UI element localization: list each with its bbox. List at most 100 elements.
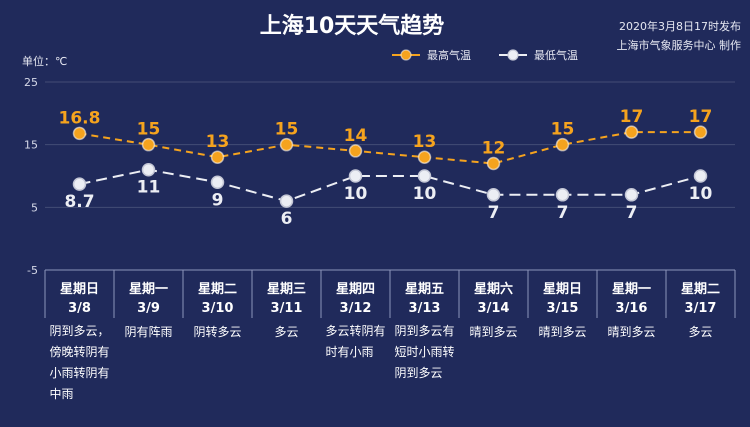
max-temp-point [555,137,570,152]
max-temp-label: 15 [551,120,575,140]
weather-desc-line: 短时小雨转 [394,345,455,359]
max-temp-label: 16.8 [59,108,101,128]
max-temp-point [417,150,432,164]
legend-marker-min-icon [499,49,527,61]
weather-desc: 阴到多云， 傍晚转阴有 小雨转阴有 中雨 [49,321,109,405]
weekday-label: 星期二 [197,282,237,297]
min-temp-point [210,175,225,190]
date-label: 3/8 [68,301,91,316]
y-tick-label: 15 [24,139,38,152]
min-temp-label: 11 [137,178,161,198]
weekday-label: 星期四 [335,282,375,297]
weather-desc-line: 小雨转阴有 [49,366,110,380]
weather-desc-line: 多云 [274,325,299,339]
weather-desc-line: 傍晚转阴有 [49,345,110,359]
date-label: 3/17 [684,301,717,316]
weekday-label: 星期三 [266,282,306,297]
min-temp-label: 10 [413,184,437,204]
day-column: 星期五 3/13 阴到多云有 短时小雨转 阴到多云 [390,270,459,420]
issue-time: 2020年3月8日17时发布 [619,20,741,33]
min-temp-point [555,188,570,202]
weather-desc-wrap: 阴转多云 [183,321,252,343]
max-temp-label: 17 [689,107,713,127]
weather-desc-line: 晴到多云 [538,325,587,339]
weekday-label: 星期二 [680,282,720,297]
weather-desc-line: 中雨 [49,387,74,401]
y-tick-label: 5 [31,201,38,214]
weather-desc-line: 晴到多云 [607,325,656,339]
max-temp-line [79,131,701,165]
weather-desc-wrap: 阴到多云有 短时小雨转 阴到多云 [390,321,459,384]
weather-desc: 晴到多云 [538,322,586,343]
weather-desc-wrap: 阴到多云， 傍晚转阴有 小雨转阴有 中雨 [45,321,114,405]
min-temp-label: 10 [344,184,368,204]
max-temp-point [348,144,363,158]
day-column: 星期日 3/15 晴到多云 [528,270,597,420]
min-temp-point [624,188,639,202]
weather-desc-wrap: 多云 [252,321,321,343]
max-temp-label: 14 [344,126,368,146]
day-column: 星期一 3/16 晴到多云 [597,270,666,420]
date-label: 3/15 [546,301,579,316]
min-temp-line [79,168,701,203]
max-temp-label: 12 [482,138,506,158]
date-label: 3/10 [201,301,234,316]
legend-item-max-temp: 最高气温 [391,47,471,63]
weather-desc: 阴有阵雨 [124,322,172,343]
weather-desc-line: 阴有阵雨 [124,325,173,339]
day-column: 星期二 3/17 多云 [666,270,735,420]
date-label: 3/9 [137,301,160,316]
page-title: 上海10天天气趋势 [259,14,445,39]
weather-desc-wrap: 多云转阴有 时有小雨 [321,321,390,363]
max-temp-point [141,137,156,152]
max-temp-point [279,137,294,152]
weather-desc-wrap: 晴到多云 [528,321,597,343]
max-temp-point [486,156,501,171]
weather-desc-line: 晴到多云 [469,325,518,339]
legend-marker-max-icon [392,49,420,61]
y-tick-label: -5 [27,264,38,277]
y-tick-label: 25 [24,76,38,89]
min-temp-point [348,169,363,183]
weather-desc-line: 多云 [688,325,713,339]
day-column: 星期二 3/10 阴转多云 [183,270,252,420]
day-column: 星期四 3/12 多云转阴有 时有小雨 [321,270,390,420]
date-label: 3/16 [615,301,648,316]
weather-desc: 多云转阴有 时有小雨 [325,321,385,363]
min-temp-point [417,169,432,183]
max-temp-label: 15 [275,120,299,140]
min-temp-label: 7 [488,203,500,223]
weather-desc-line: 阴转多云 [193,325,242,339]
weather-desc-wrap: 阴有阵雨 [114,321,183,343]
weather-desc: 多云 [274,322,298,343]
min-temp-point [693,169,708,183]
weather-desc: 晴到多云 [607,322,655,343]
max-temp-point [72,126,87,141]
issue-producer: 上海市气象服务中心 制作 [616,39,742,52]
weekday-label: 星期日 [59,282,99,297]
max-temp-label: 13 [206,132,230,152]
min-temp-point [72,177,87,191]
date-label: 3/13 [408,301,441,316]
min-temp-point [486,188,501,202]
day-column: 星期六 3/14 晴到多云 [459,270,528,420]
min-temp-label: 8.7 [64,192,94,212]
weather-desc-line: 阴到多云有 [394,324,455,338]
weather-desc: 多云 [688,322,712,343]
date-label: 3/11 [270,301,303,316]
max-temp-label: 15 [137,120,161,140]
weekday-label: 星期日 [542,282,582,297]
min-temp-point [279,194,294,208]
weather-desc: 晴到多云 [469,322,517,343]
min-temp-label: 7 [557,203,569,223]
min-temp-label: 10 [689,184,713,204]
legend-label-min-temp: 最低气温 [534,49,578,62]
weather-desc: 阴到多云有 短时小雨转 阴到多云 [394,321,454,384]
day-column: 星期一 3/9 阴有阵雨 [114,270,183,420]
weather-desc-wrap: 晴到多云 [597,321,666,343]
weather-desc-line: 时有小雨 [325,345,374,359]
legend-label-max-temp: 最高气温 [427,49,471,62]
date-label: 3/14 [477,301,510,316]
